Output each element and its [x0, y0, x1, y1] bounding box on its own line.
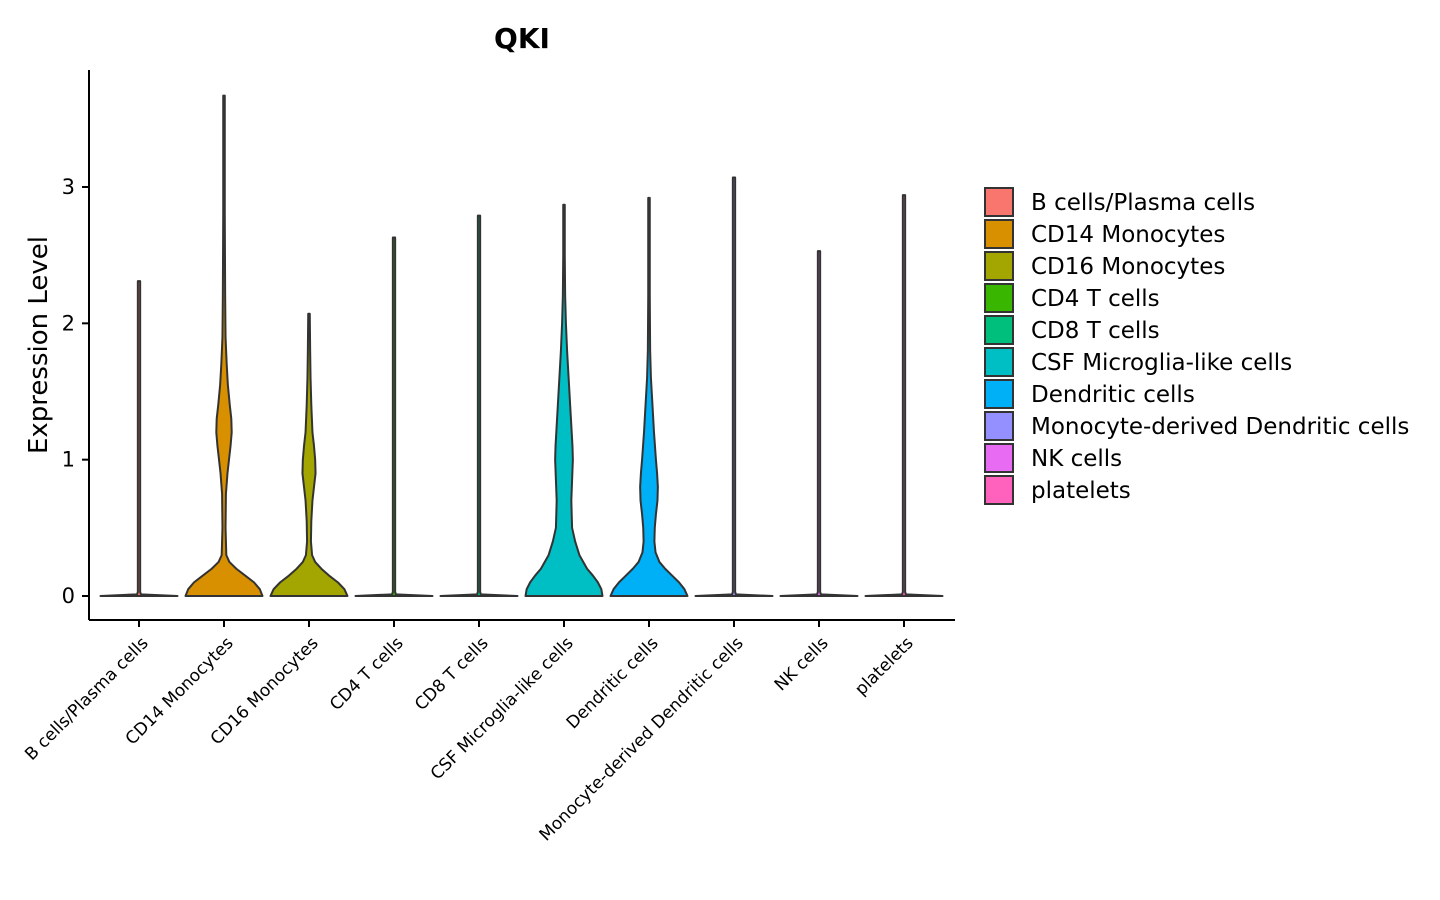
- legend-key: [984, 187, 1014, 217]
- legend: B cells/Plasma cells CD14 Monocytes CD16 M…: [984, 187, 1409, 505]
- y-tick-label: 2: [62, 311, 75, 335]
- violin-cd8-t-cells: [439, 214, 519, 597]
- legend-key: [984, 283, 1014, 313]
- x-tick-label: platelets: [851, 633, 917, 699]
- y-tick-label: 0: [62, 584, 75, 608]
- x-tick-label: CSF Microglia-like cells: [427, 633, 578, 784]
- legend-label: NK cells: [1031, 446, 1122, 472]
- x-tick-label: NK cells: [771, 633, 833, 695]
- legend-key: [984, 443, 1014, 473]
- legend-key: [984, 475, 1014, 505]
- legend-label: Monocyte-derived Dendritic cells: [1031, 414, 1409, 440]
- legend-label: CD14 Monocytes: [1031, 222, 1225, 248]
- legend-label: CSF Microglia-like cells: [1031, 350, 1292, 376]
- y-axis-label: Expression Level: [24, 236, 54, 454]
- legend-label: B cells/Plasma cells: [1031, 190, 1255, 216]
- legend-label: Dendritic cells: [1031, 382, 1195, 408]
- legend-key: [984, 315, 1014, 345]
- legend-key: [984, 251, 1014, 281]
- legend-key: [984, 379, 1014, 409]
- violin-cd14-monocytes: [184, 94, 264, 597]
- violin-nk-cells: [779, 250, 859, 597]
- legend-key: [984, 347, 1014, 377]
- y-tick-label: 1: [62, 448, 75, 472]
- y-tick-label: 3: [62, 175, 75, 199]
- violin-cd4-t-cells: [354, 236, 434, 597]
- legend-key: [984, 219, 1014, 249]
- x-tick-label: CD8 T cells: [411, 633, 492, 714]
- chart-title: QKI: [494, 22, 550, 55]
- legend-label: CD4 T cells: [1031, 286, 1160, 312]
- violin-layer: [99, 94, 944, 597]
- violin-csf-microglia-like-cells: [524, 203, 604, 597]
- violin-b-cells-plasma-cells: [99, 280, 179, 597]
- legend-label: CD8 T cells: [1031, 318, 1160, 344]
- violin-dendritic-cells: [609, 196, 689, 597]
- legend-key: [984, 411, 1014, 441]
- violin-monocyte-derived-dendritic-cells: [694, 176, 774, 597]
- x-tick-label: CD4 T cells: [326, 633, 407, 714]
- violin-platelets: [864, 194, 944, 597]
- violin-cd16-monocytes: [269, 312, 349, 597]
- legend-label: platelets: [1031, 478, 1131, 504]
- legend-label: CD16 Monocytes: [1031, 254, 1225, 280]
